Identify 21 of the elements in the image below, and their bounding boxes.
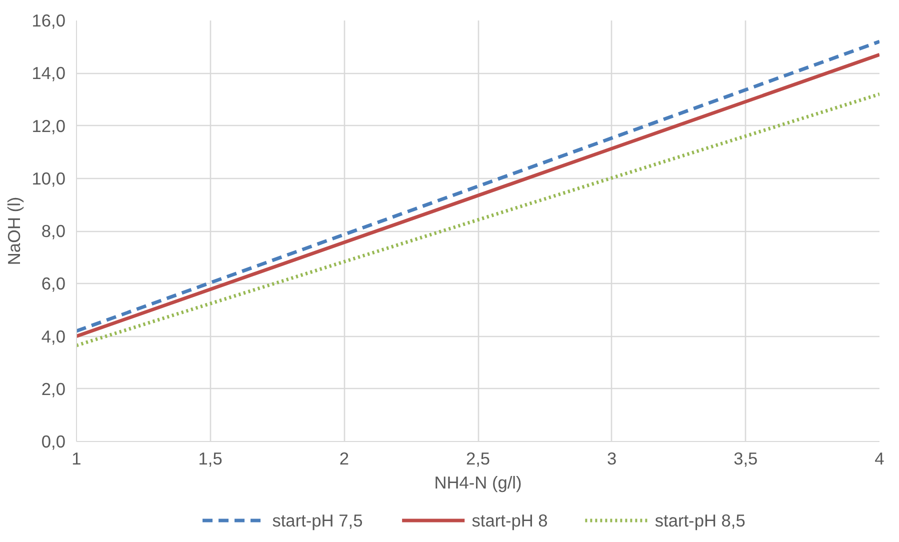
y-axis-title: NaOH (l) (4, 196, 24, 266)
x-tick-label: 2,5 (466, 448, 490, 468)
y-tick-label: 2,0 (41, 378, 66, 399)
x-tick-label: 3,5 (734, 448, 758, 468)
legend-label: start-pH 8 (472, 510, 548, 530)
x-tick-label: 4 (874, 448, 885, 468)
y-tick-label: 16,0 (32, 10, 66, 30)
y-tick-label: 8,0 (41, 221, 66, 241)
x-tick-label: 1 (72, 448, 82, 468)
legend-label: start-pH 8,5 (654, 510, 746, 530)
y-tick-label: 4,0 (41, 326, 66, 346)
y-tick-label: 6,0 (41, 274, 66, 294)
x-tick-label: 3 (607, 448, 617, 468)
y-tick-label: 0,0 (41, 432, 66, 452)
x-axis-title: NH4-N (g/l) (434, 472, 522, 492)
y-tick-label: 12,0 (32, 116, 66, 136)
x-tick-label: 1,5 (198, 448, 222, 468)
x-tick-label: 2 (339, 448, 349, 468)
legend-label: start-pH 7,5 (272, 510, 363, 530)
y-tick-label: 14,0 (32, 63, 66, 84)
y-tick-label: 10,0 (32, 168, 66, 188)
